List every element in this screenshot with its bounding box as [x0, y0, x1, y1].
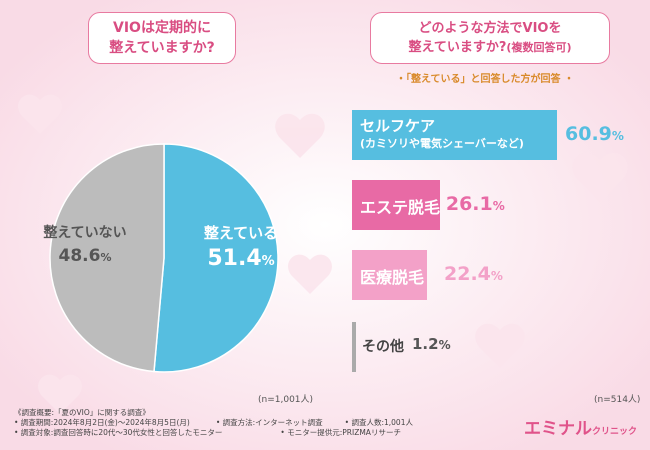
bar-value-number: 60.9	[565, 123, 612, 145]
bar-value-self-care: 60.9%	[565, 123, 624, 145]
pie-unit-no: %	[100, 251, 112, 264]
brand-logo: エミナルクリニック	[524, 414, 637, 439]
footer-count: • 調査人数:1,001人	[344, 418, 413, 427]
bar-label-other: その他	[362, 336, 404, 356]
bar-value-unit: %	[492, 199, 505, 213]
pie-value-no: 48.6	[58, 246, 101, 266]
bar-label-line1: その他	[362, 339, 404, 355]
footer-target: • 調査対象:調査回答時に20代〜30代女性と回答したモニター	[14, 428, 223, 437]
pie-slice-yes	[153, 143, 279, 373]
bar-label-esthetic: エステ脱毛	[360, 194, 440, 218]
bar-medical	[352, 250, 428, 300]
bar-value-number: 26.1	[445, 193, 493, 215]
bar-label-self-care: セルフケア (カミソリや電気シェーバーなど)	[360, 118, 524, 152]
bar-value-unit: %	[490, 269, 503, 283]
bar-label-line2: (カミソリや電気シェーバーなど)	[360, 137, 524, 150]
footer-method: • 調査方法:インターネット調査	[215, 418, 323, 427]
survey-footer: 《調査概要:「夏のVIO」に関する調査》 • 調査期間:2024年8月2日(金)…	[14, 408, 413, 438]
question-1-line1: VIOは定期的に	[113, 20, 211, 36]
pie-value-yes: 51.4	[207, 246, 262, 271]
pie-slice-no	[49, 143, 165, 373]
bar-value-number: 22.4	[444, 263, 491, 285]
pie-label-no-group: 整えていない 48.6%	[30, 222, 140, 266]
bar-value-medical: 22.4%	[444, 263, 503, 285]
pie-unit-yes: %	[261, 254, 275, 269]
bar-self-care	[352, 110, 557, 160]
bar-sample-size: (n=514人)	[594, 395, 641, 405]
question-2-note: ・「整えている」と回答した方が回答 ・	[396, 74, 574, 85]
bar-value-number: 1.2	[412, 335, 439, 353]
pie-label-no: 整えていない	[43, 225, 127, 241]
question-1-line2: 整えていますか?	[109, 40, 215, 56]
question-2-note-multi: (複数回答可)	[506, 41, 572, 54]
bar-label-line1: 医療脱毛	[360, 268, 425, 287]
pie-label-yes-group: 整えている 51.4%	[186, 222, 296, 271]
question-2-line2: 整えていますか?	[408, 40, 507, 55]
bar-value-other: 1.2%	[412, 335, 451, 353]
brand-main: エミナル	[524, 419, 592, 439]
bar-label-line1: セルフケア	[360, 117, 436, 135]
bar-value-esthetic: 26.1%	[446, 193, 505, 215]
pie-chart	[49, 143, 279, 373]
bar-value-unit: %	[611, 129, 624, 143]
question-2-line1: どのような方法でVIOを	[418, 21, 562, 36]
bar-label-line1: エステ脱毛	[360, 198, 441, 217]
pie-label-yes: 整えている	[203, 224, 279, 242]
brand-sub: クリニック	[592, 427, 638, 437]
footer-period: • 調査期間:2024年8月2日(金)〜2024年8月5日(月)	[14, 418, 190, 427]
footer-line1: 《調査概要:「夏のVIO」に関する調査》	[14, 408, 150, 417]
bar-other	[352, 322, 357, 372]
bar-label-medical: 医療脱毛	[360, 264, 424, 288]
footer-provider: • モニター提供元:PRIZMAリサーチ	[280, 428, 401, 437]
question-1-box: VIOは定期的に 整えていますか?	[88, 12, 236, 64]
question-2-box: どのような方法でVIOを 整えていますか?(複数回答可)	[370, 12, 610, 64]
bar-value-unit: %	[438, 338, 451, 352]
pie-sample-size: (n=1,001人)	[258, 395, 314, 405]
bar-esthetic	[352, 180, 440, 230]
